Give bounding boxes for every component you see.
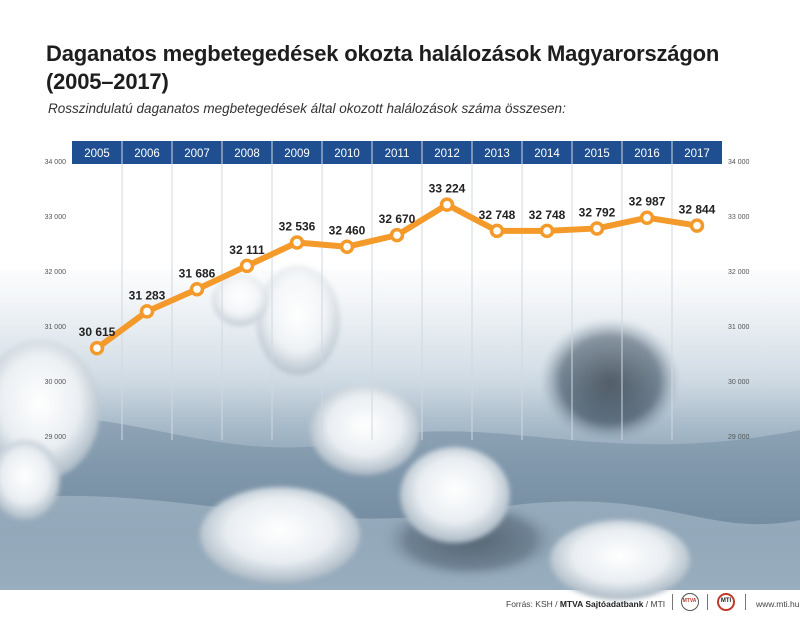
x-tick-label: 2006	[134, 148, 160, 160]
x-tick-label: 2015	[584, 148, 610, 160]
mtva-logo-icon: MTVA	[681, 593, 699, 611]
x-tick-label: 2016	[634, 148, 660, 160]
data-point	[289, 235, 305, 250]
data-point	[589, 221, 605, 236]
mti-logo-icon: MTI	[717, 593, 735, 611]
y-tick-label: 33 000	[728, 214, 750, 221]
x-tick-label: 2010	[334, 148, 360, 160]
data-point	[389, 227, 405, 243]
footer-source: Forrás: KSH / MTVA Sajtóadatbank / MTI	[506, 599, 665, 609]
mti-logo-text: MTI	[720, 598, 732, 604]
x-tick-label: 2014	[534, 148, 560, 160]
data-label: 32 536	[279, 220, 316, 234]
y-tick-label: 31 000	[728, 324, 750, 331]
x-tick-label: 2009	[284, 148, 310, 160]
data-point	[689, 218, 705, 233]
y-tick-label: 31 000	[45, 324, 67, 331]
data-point	[639, 210, 655, 225]
footer-separator	[745, 594, 746, 610]
y-tick-label: 34 000	[728, 159, 750, 166]
x-tick-label: 2017	[684, 148, 710, 160]
y-tick-label: 30 000	[728, 379, 750, 386]
y-tick-label: 30 000	[45, 379, 67, 386]
data-label: 31 686	[179, 266, 216, 280]
footer-separator	[707, 594, 708, 610]
data-label: 32 987	[629, 195, 666, 209]
source-suffix: / MTI	[643, 599, 666, 609]
footer-website: www.mti.hu	[756, 599, 800, 609]
data-point	[189, 282, 205, 297]
data-point	[339, 239, 355, 254]
data-label: 32 792	[579, 205, 616, 219]
data-label: 32 670	[379, 212, 416, 226]
source-prefix: Forrás: KSH /	[506, 599, 560, 609]
data-point	[89, 340, 105, 356]
x-tick-label: 2013	[484, 148, 510, 160]
x-tick-label: 2011	[385, 148, 410, 160]
y-tick-label: 29 000	[45, 434, 67, 441]
x-tick-label: 2012	[434, 148, 460, 160]
data-label: 30 615	[79, 325, 116, 339]
chart-subtitle: Rosszindulatú daganatos megbetegedések á…	[48, 101, 566, 116]
data-point	[239, 258, 255, 274]
x-tick-label: 2008	[234, 148, 260, 160]
data-point	[539, 223, 555, 239]
data-label: 32 844	[679, 203, 716, 217]
mtva-logo-text: MTVA	[682, 598, 697, 604]
data-point	[439, 197, 455, 212]
y-tick-label: 32 000	[728, 269, 750, 276]
chart-title: Daganatos megbetegedések okozta halálozá…	[46, 41, 720, 94]
y-tick-label: 33 000	[45, 214, 67, 221]
data-point	[489, 223, 505, 239]
source-agency: MTVA Sajtóadatbank	[559, 599, 644, 609]
y-tick-label: 29 000	[728, 434, 750, 441]
x-tick-label: 2007	[184, 148, 210, 160]
header-band	[72, 141, 722, 164]
footer-separator	[672, 594, 673, 610]
data-label: 32 748	[479, 208, 516, 222]
data-label: 33 224	[429, 182, 466, 196]
x-tick-label: 2005	[84, 148, 110, 160]
data-label: 32 460	[329, 224, 366, 238]
y-tick-label: 34 000	[45, 159, 67, 166]
y-tick-label: 32 000	[45, 269, 67, 276]
data-label: 31 283	[129, 288, 166, 302]
data-point	[139, 304, 155, 319]
data-label: 32 748	[529, 208, 566, 222]
data-label: 32 111	[229, 243, 265, 257]
background-image	[0, 140, 800, 600]
